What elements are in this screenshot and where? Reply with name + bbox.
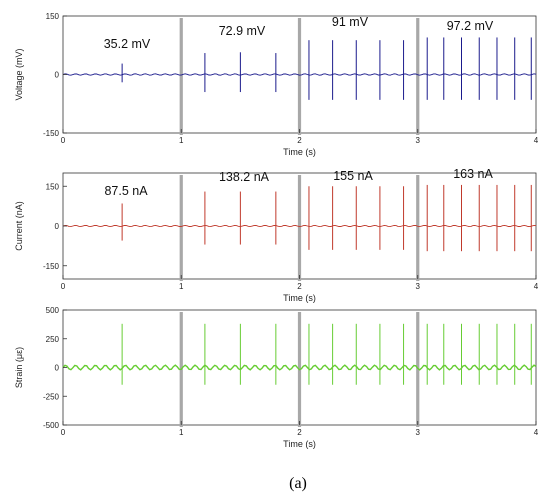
y-tick-label: -150 xyxy=(43,262,60,271)
x-tick-label: 1 xyxy=(179,136,184,145)
x-axis-label: Time (s) xyxy=(283,293,316,303)
peak-annotation: 138.2 nA xyxy=(219,170,270,184)
y-axis-label: Voltage (mV) xyxy=(14,48,24,100)
x-tick-label: 2 xyxy=(297,282,302,291)
current-panel: 150 0 -150 0 1 2 3 4 Time (s) Current (nA) 87.5 nA… xyxy=(14,167,539,303)
x-axis-label: Time (s) xyxy=(283,147,316,157)
y-tick-label: 0 xyxy=(55,364,60,373)
baseline-trace xyxy=(62,364,537,371)
y-tick-label: 150 xyxy=(46,182,60,191)
x-tick-label: 3 xyxy=(416,282,421,291)
y-tick-label: 0 xyxy=(55,71,60,80)
x-tick-label: 1 xyxy=(179,282,184,291)
x-tick-label: 4 xyxy=(534,428,539,437)
x-tick-label: 0 xyxy=(61,428,66,437)
y-tick-label: 0 xyxy=(55,222,60,231)
peak-annotation: 87.5 nA xyxy=(104,184,148,198)
x-tick-label: 0 xyxy=(61,282,66,291)
x-tick-label: 4 xyxy=(534,282,539,291)
x-tick-label: 2 xyxy=(297,428,302,437)
y-axis-label: Strain (με) xyxy=(14,347,24,388)
x-tick-label: 0 xyxy=(61,136,66,145)
baseline-trace xyxy=(62,224,537,228)
peak-annotation: 72.9 mV xyxy=(219,24,266,38)
y-tick-label: 500 xyxy=(46,306,60,315)
peak-annotation: 91 mV xyxy=(332,15,369,29)
y-tick-label: -500 xyxy=(43,421,60,430)
y-tick-label: 250 xyxy=(46,335,60,344)
x-tick-label: 2 xyxy=(297,136,302,145)
peak-annotation: 155 nA xyxy=(333,169,373,183)
y-tick-label: -250 xyxy=(43,392,60,401)
figure-caption: (a) xyxy=(289,475,307,492)
peak-annotation: 35.2 mV xyxy=(104,37,151,51)
y-tick-label: -150 xyxy=(43,129,60,138)
x-tick-label: 4 xyxy=(534,136,539,145)
peak-annotation: 97.2 mV xyxy=(447,19,494,33)
baseline-trace xyxy=(62,73,537,76)
y-tick-label: 150 xyxy=(46,12,60,21)
y-axis-label: Current (nA) xyxy=(14,201,24,251)
x-tick-label: 3 xyxy=(416,136,421,145)
x-axis-label: Time (s) xyxy=(283,439,316,449)
peak-annotation: 163 nA xyxy=(453,167,493,181)
x-tick-label: 1 xyxy=(179,428,184,437)
x-tick-label: 3 xyxy=(416,428,421,437)
